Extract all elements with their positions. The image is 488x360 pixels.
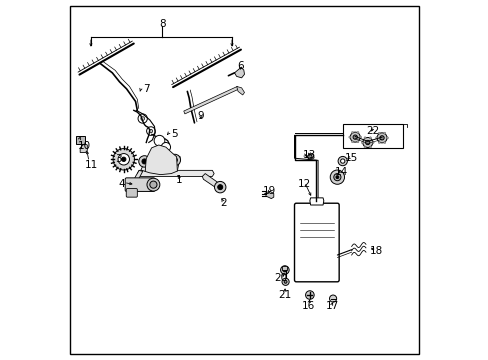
Circle shape	[283, 268, 286, 272]
Circle shape	[359, 136, 361, 138]
Circle shape	[383, 141, 385, 144]
Circle shape	[337, 157, 346, 166]
Circle shape	[362, 138, 372, 148]
Circle shape	[307, 155, 311, 159]
Polygon shape	[183, 86, 238, 114]
FancyBboxPatch shape	[76, 136, 84, 144]
Polygon shape	[137, 170, 214, 176]
FancyBboxPatch shape	[126, 189, 137, 197]
Text: 9: 9	[197, 111, 204, 121]
Circle shape	[349, 132, 360, 142]
Text: 21: 21	[277, 290, 290, 300]
Text: 22: 22	[365, 126, 378, 136]
Circle shape	[138, 114, 147, 123]
Circle shape	[161, 143, 170, 152]
Circle shape	[365, 140, 369, 145]
Text: 14: 14	[334, 167, 347, 177]
Text: 6: 6	[237, 61, 244, 71]
Polygon shape	[80, 144, 87, 153]
Circle shape	[368, 137, 371, 139]
Circle shape	[340, 159, 344, 163]
Circle shape	[147, 178, 160, 191]
Circle shape	[122, 157, 125, 161]
Circle shape	[351, 131, 353, 134]
Circle shape	[333, 174, 340, 181]
Circle shape	[154, 135, 164, 146]
Text: 12: 12	[297, 179, 310, 189]
Polygon shape	[234, 67, 244, 78]
Circle shape	[305, 291, 313, 299]
Circle shape	[383, 132, 385, 134]
Circle shape	[142, 159, 147, 164]
Circle shape	[378, 132, 380, 134]
Circle shape	[217, 185, 222, 190]
Circle shape	[172, 157, 177, 162]
Text: 3: 3	[115, 154, 122, 164]
Text: 7: 7	[142, 84, 149, 94]
Text: 18: 18	[369, 246, 383, 256]
Circle shape	[139, 156, 150, 167]
Circle shape	[363, 137, 366, 139]
Text: 5: 5	[171, 129, 178, 139]
Text: 16: 16	[302, 301, 315, 311]
Circle shape	[113, 149, 134, 170]
Circle shape	[214, 181, 225, 193]
Text: 10: 10	[78, 141, 91, 151]
Text: 11: 11	[85, 159, 98, 170]
FancyBboxPatch shape	[294, 203, 339, 282]
FancyBboxPatch shape	[125, 178, 155, 192]
Polygon shape	[145, 145, 177, 175]
Text: 4: 4	[118, 179, 124, 189]
Circle shape	[368, 146, 371, 148]
Polygon shape	[306, 154, 313, 159]
Circle shape	[379, 136, 384, 140]
Polygon shape	[236, 86, 244, 95]
Circle shape	[149, 181, 157, 188]
Circle shape	[141, 117, 144, 120]
Circle shape	[363, 146, 366, 148]
Circle shape	[361, 141, 363, 144]
Circle shape	[356, 141, 358, 143]
Text: 2: 2	[219, 198, 226, 208]
Circle shape	[348, 136, 350, 138]
Text: 1: 1	[176, 175, 183, 185]
Circle shape	[146, 127, 155, 135]
Text: 13: 13	[302, 150, 316, 160]
Circle shape	[284, 280, 286, 283]
Polygon shape	[173, 156, 180, 171]
Circle shape	[376, 133, 386, 143]
Polygon shape	[141, 158, 149, 171]
Polygon shape	[282, 266, 287, 270]
Bar	[342, 123, 403, 148]
Circle shape	[282, 278, 288, 285]
Circle shape	[335, 176, 338, 179]
Text: 15: 15	[345, 153, 358, 163]
Circle shape	[149, 129, 152, 133]
Circle shape	[169, 154, 180, 166]
Text: 8: 8	[159, 18, 165, 28]
Circle shape	[351, 141, 353, 143]
Circle shape	[378, 141, 380, 144]
Circle shape	[352, 135, 357, 139]
Polygon shape	[309, 198, 323, 205]
Circle shape	[329, 170, 344, 184]
Circle shape	[375, 137, 377, 139]
Circle shape	[386, 137, 387, 139]
Circle shape	[356, 131, 358, 134]
Polygon shape	[202, 174, 221, 189]
Circle shape	[371, 141, 373, 144]
Text: 19: 19	[263, 186, 276, 197]
Text: 17: 17	[325, 301, 338, 311]
Circle shape	[280, 266, 288, 274]
Polygon shape	[132, 170, 142, 185]
Polygon shape	[265, 192, 273, 199]
Circle shape	[118, 154, 129, 165]
Text: 20: 20	[274, 273, 287, 283]
Circle shape	[329, 295, 336, 302]
